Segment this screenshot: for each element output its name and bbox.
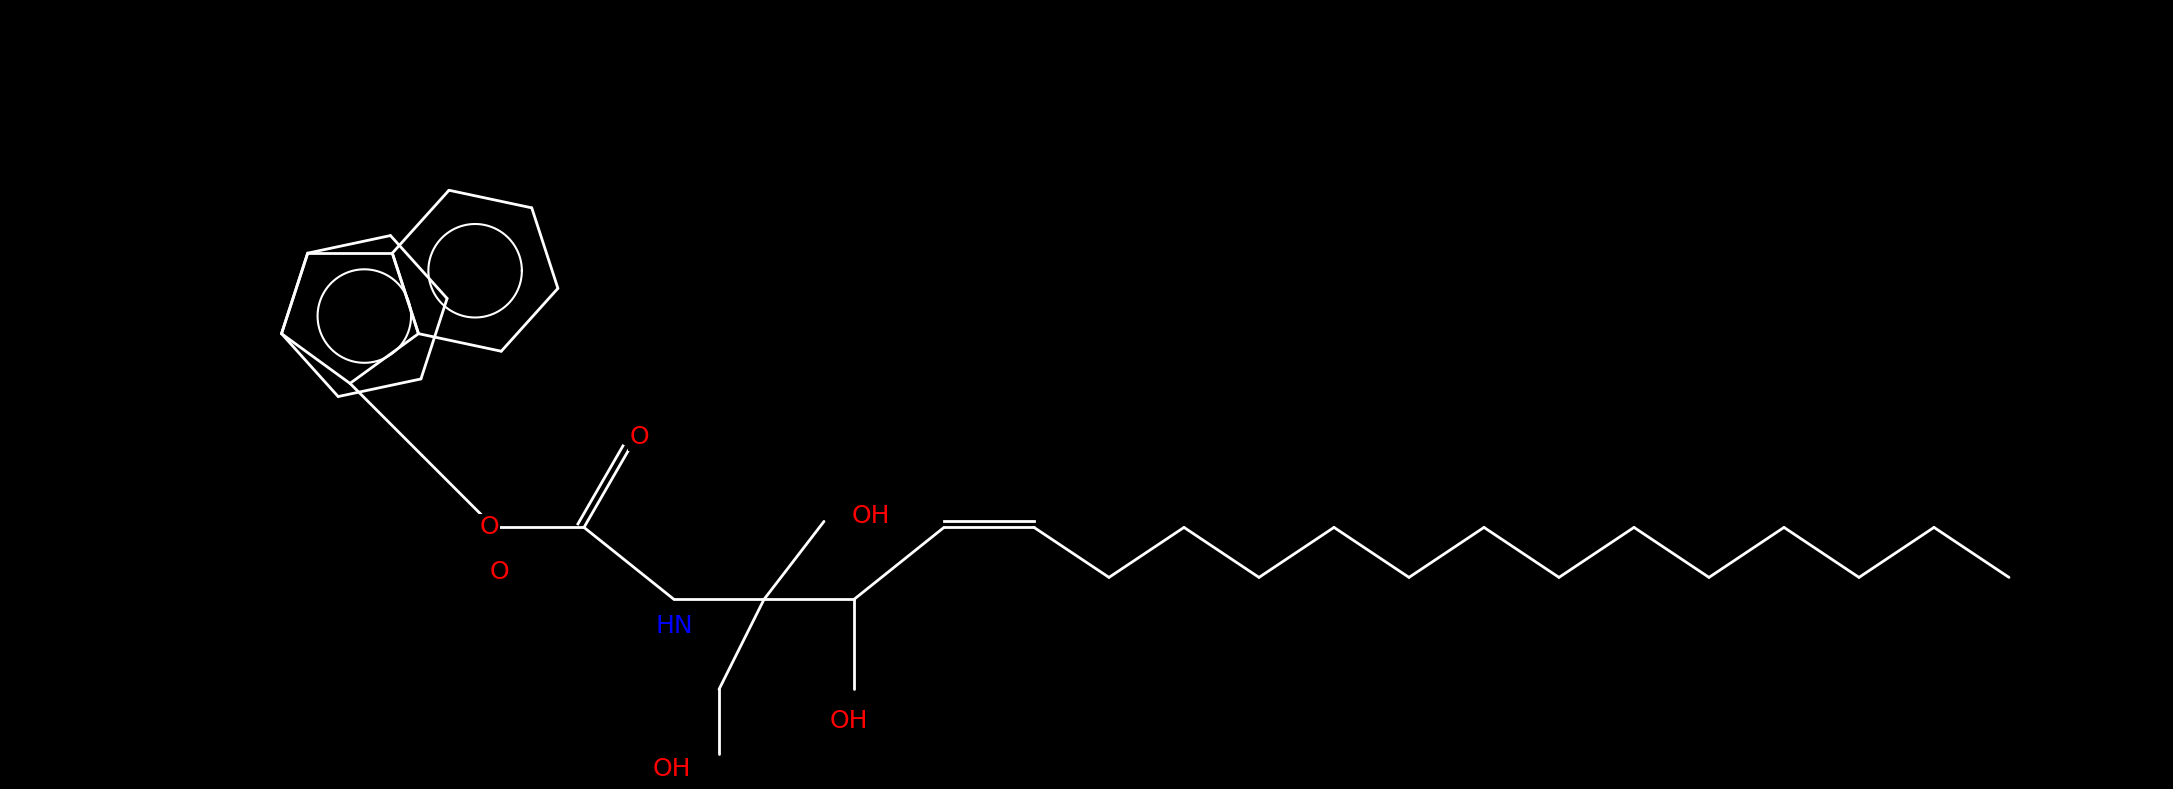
Text: O: O [630,425,650,450]
Text: OH: OH [852,504,891,529]
Text: O: O [489,560,508,585]
Text: OH: OH [652,757,691,781]
Text: HN: HN [656,615,693,638]
Text: OH: OH [830,709,869,734]
Text: O: O [480,515,500,540]
